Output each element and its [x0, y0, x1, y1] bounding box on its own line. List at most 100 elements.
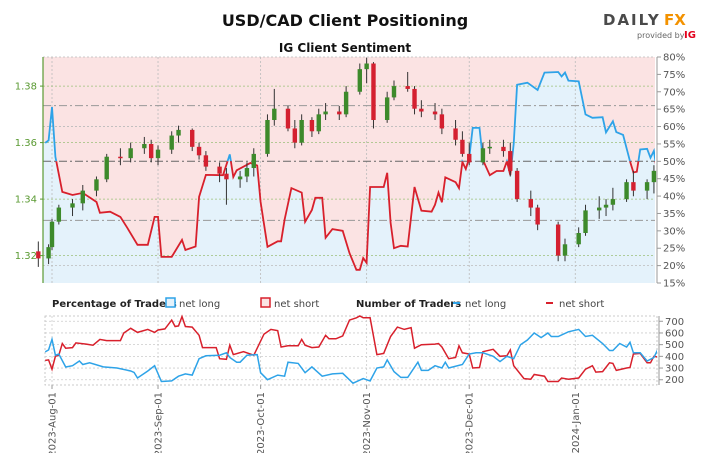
candle-body	[603, 204, 609, 208]
candle-body	[285, 108, 291, 129]
candle-body	[405, 86, 410, 89]
candle-body	[412, 88, 417, 109]
price-candle	[176, 125, 181, 143]
price-candle	[651, 165, 657, 194]
logo-ig-text: IG	[684, 30, 696, 41]
candle-body	[555, 224, 561, 256]
candle-body	[299, 119, 304, 143]
price-candle	[169, 131, 174, 154]
price-candle	[265, 114, 270, 157]
price-tick-label: 1.38	[15, 82, 37, 93]
candle-body	[224, 173, 229, 180]
price-candle	[597, 196, 602, 219]
pct-tick-label: 55%	[663, 139, 685, 150]
candle-body	[487, 146, 492, 149]
date-tick-label: 2023-Sep-01	[154, 392, 165, 453]
pct-tick-label: 40%	[663, 192, 685, 203]
price-candle	[357, 63, 362, 95]
price-candle	[36, 241, 41, 267]
price-candle	[244, 162, 250, 183]
price-candle	[104, 153, 109, 183]
price-candle	[419, 100, 424, 118]
price-candle	[251, 148, 256, 177]
candle-body	[631, 182, 636, 191]
legend-percentage-label: Percentage of Traders	[52, 299, 177, 310]
pct-tick-label: 30%	[663, 226, 685, 237]
legend-pct-short-label: net short	[274, 299, 319, 310]
price-candle	[309, 117, 315, 137]
candle-body	[535, 207, 540, 225]
net-short-pct-line	[55, 161, 655, 271]
candle-body	[323, 111, 328, 115]
candle-body	[217, 166, 222, 174]
price-tick-label: 1.36	[15, 138, 37, 149]
price-candle	[292, 119, 298, 149]
candle-body	[46, 247, 51, 259]
count-tick-label: 300	[665, 364, 684, 375]
pct-tick-label: 60%	[663, 122, 685, 133]
price-candle	[337, 105, 342, 120]
legend-pct-long-label: net long	[179, 299, 220, 310]
price-candle	[118, 148, 123, 166]
price-candle	[364, 57, 369, 84]
price-candle	[94, 176, 99, 197]
chart-title: USD/CAD Client Positioning	[222, 11, 468, 30]
candle-body	[272, 108, 277, 120]
price-candle	[603, 199, 609, 217]
price-candle	[217, 162, 222, 183]
price-candle	[384, 91, 390, 123]
logo-provided-by-text: provided by	[637, 31, 685, 40]
date-tick-label: 2023-Nov-01	[362, 392, 373, 453]
legend-pct-short-swatch	[260, 297, 271, 308]
price-candle	[432, 103, 438, 120]
pct-tick-label: 75%	[663, 70, 685, 81]
net-long-area	[43, 72, 655, 283]
candle-body	[467, 153, 472, 163]
dailyfx-logo: DAILY FX provided by IG	[603, 11, 696, 41]
price-candle	[576, 227, 581, 248]
count-tick-label: 600	[665, 328, 684, 339]
price-candle	[631, 170, 636, 197]
candle-body	[94, 179, 99, 191]
candle-body	[292, 128, 298, 143]
candle-body	[610, 199, 616, 205]
legend-num-short-label: net short	[559, 299, 604, 310]
candle-body	[237, 176, 243, 180]
price-candle	[285, 105, 291, 132]
candle-body	[364, 63, 369, 70]
price-candle	[49, 218, 55, 250]
candle-body	[56, 207, 62, 222]
price-candle	[56, 204, 62, 225]
pct-tick-label: 65%	[663, 105, 685, 116]
candle-body	[80, 190, 85, 204]
date-tick-label: 2023-Dec-01	[465, 392, 476, 453]
candle-body	[432, 111, 438, 115]
candle-body	[118, 156, 123, 159]
price-candle	[272, 88, 277, 126]
candle-body	[36, 251, 41, 259]
count-tick-label: 400	[665, 352, 684, 363]
price-candle	[190, 128, 195, 152]
logo-daily-text: DAILY	[603, 11, 661, 29]
price-candle	[555, 221, 561, 262]
logo-fx-text: FX	[664, 11, 686, 29]
sentiment-price-panel: 1.32 1.34 1.36 1.38 15% 20% 25% 30% 35% 40% 45% 50%…	[15, 53, 686, 290]
count-tick-label: 700	[665, 317, 684, 328]
candle-body	[501, 146, 506, 152]
net-long-pct-line	[44, 70, 655, 162]
price-candle	[196, 142, 202, 160]
price-tick-label: 1.34	[15, 195, 37, 206]
price-candle	[391, 80, 397, 101]
price-candle	[460, 131, 465, 157]
pct-tick-label: 80%	[663, 53, 685, 64]
candle-body	[508, 151, 513, 171]
candle-body	[148, 144, 154, 159]
net-short-count-line	[45, 314, 657, 383]
price-candle	[316, 108, 321, 135]
candle-body	[190, 129, 195, 147]
price-candle	[371, 62, 376, 129]
candle-body	[562, 244, 568, 256]
candle-body	[343, 91, 349, 115]
candle-body	[460, 139, 465, 154]
